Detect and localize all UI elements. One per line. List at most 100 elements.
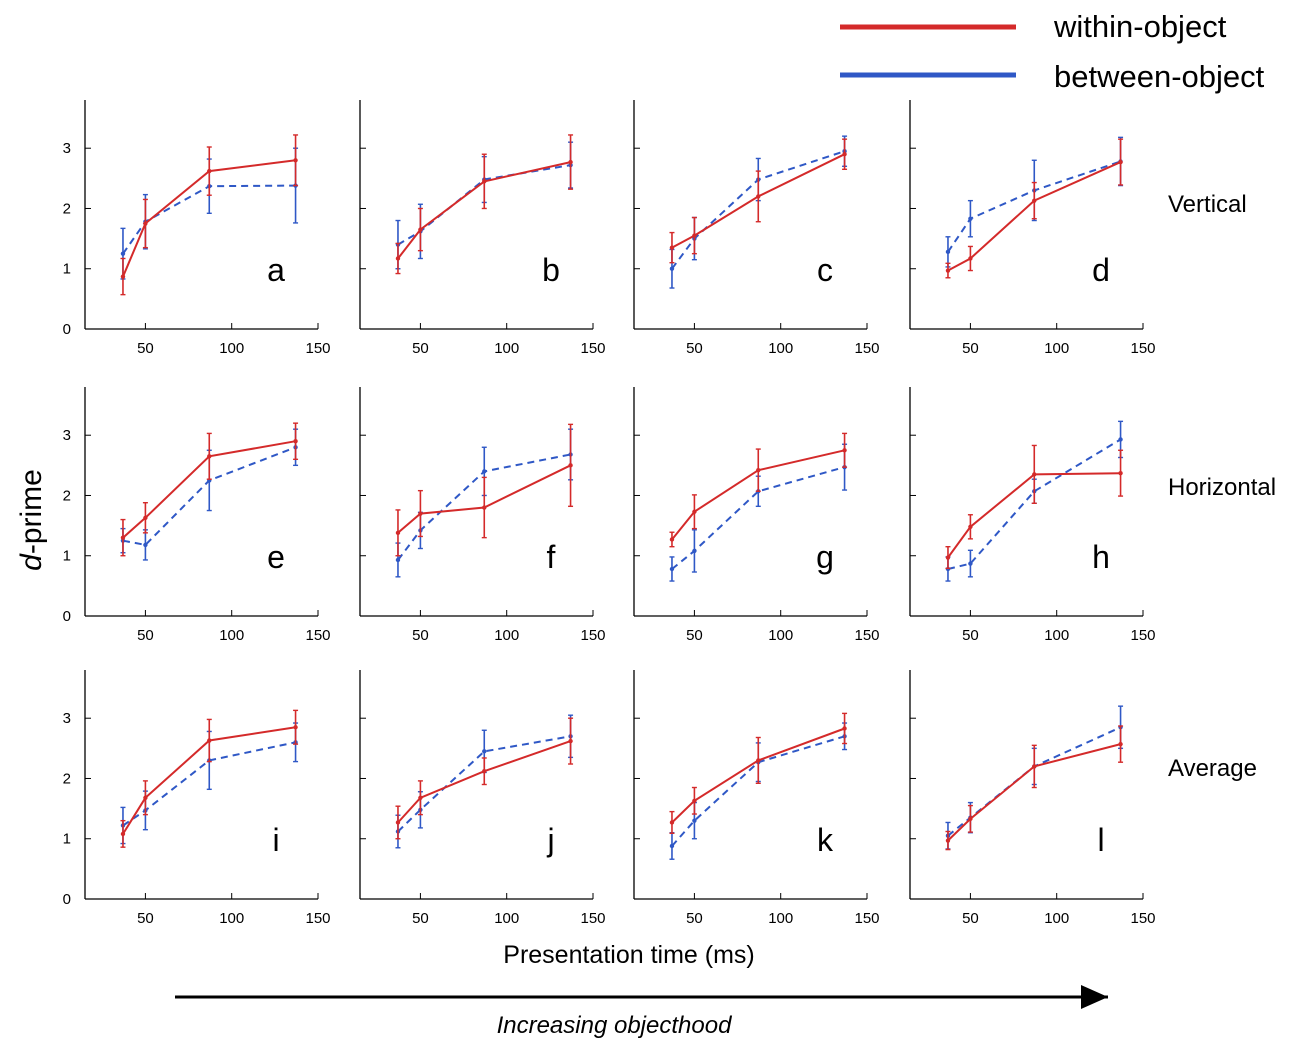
x-tick-label: 100 (219, 627, 244, 644)
y-tick-label: 0 (63, 608, 71, 625)
between-object-line (671, 150, 845, 270)
within-object-point (1032, 472, 1037, 477)
between-object-point (692, 818, 697, 823)
panel-k: 50 100 150 k (633, 670, 880, 927)
legend-between-label: between-object (1054, 59, 1265, 94)
within-object-point (1118, 741, 1123, 747)
y-tick-label: 1 (63, 548, 71, 565)
between-object-line (671, 735, 845, 847)
panel-h: 50 100 150 h (909, 387, 1156, 644)
panel-a: 0 1 2 3 50 100 150 a (63, 100, 331, 357)
x-tick-label: 100 (494, 340, 519, 357)
panel-i: 0 1 2 3 50 100 150 i (63, 670, 331, 927)
between-object-line (122, 184, 296, 255)
within-object-point (143, 515, 148, 520)
within-object-point (395, 530, 401, 536)
x-tick-label: 100 (1044, 627, 1069, 644)
within-object-point (568, 738, 573, 744)
y-axis-label-rest: -prime (15, 469, 48, 554)
within-object-point (756, 194, 761, 199)
within-object-point (207, 738, 212, 743)
y-tick-label: 3 (63, 427, 71, 444)
x-tick-label: 100 (219, 340, 244, 357)
within-object-line (947, 472, 1121, 559)
y-tick-label: 2 (63, 770, 71, 787)
within-object-point (482, 769, 487, 774)
within-object-point (482, 179, 487, 184)
row-label-vertical: Vertical (1168, 191, 1247, 218)
within-object-point (842, 448, 847, 453)
y-axis-label-italic: d (15, 553, 48, 571)
y-tick-label: 2 (63, 487, 71, 504)
panel-g: 50 100 150 g (633, 387, 880, 644)
x-tick-label: 150 (1130, 627, 1155, 644)
within-object-point (945, 838, 951, 843)
x-tick-label: 100 (494, 910, 519, 927)
within-object-point (968, 524, 973, 530)
within-object-point (418, 511, 423, 516)
within-object-point (120, 535, 126, 540)
within-object-point (669, 820, 675, 825)
within-object-point (669, 537, 675, 542)
panel-letter: f (547, 539, 556, 575)
y-tick-label: 3 (63, 140, 71, 157)
objecthood-caption: Increasing objecthood (497, 1012, 732, 1039)
x-tick-label: 50 (962, 627, 979, 644)
within-object-line (122, 726, 296, 835)
y-tick-label: 0 (63, 891, 71, 908)
row-label-horizontal: Horizontal (1168, 474, 1276, 501)
within-object-point (669, 245, 675, 250)
between-object-line (397, 453, 571, 561)
within-object-point (207, 168, 212, 174)
within-object-line (122, 159, 296, 277)
within-object-point (1032, 764, 1037, 769)
x-tick-label: 50 (137, 910, 154, 927)
within-object-line (671, 727, 845, 824)
within-object-line (671, 153, 846, 249)
within-object-point (692, 798, 697, 803)
within-object-point (293, 158, 298, 163)
within-object-point (842, 152, 847, 157)
within-object-point (842, 726, 847, 731)
within-object-point (568, 463, 573, 468)
x-tick-label: 150 (1130, 340, 1155, 357)
panel-letter: k (817, 822, 834, 858)
within-object-point (293, 439, 298, 444)
within-object-point (418, 227, 423, 232)
x-tick-label: 50 (412, 627, 429, 644)
legend: within-object between-object (840, 9, 1265, 94)
panel-e: 0 1 2 3 50 100 150 e (63, 387, 331, 644)
between-object-point (482, 469, 487, 474)
within-object-point (568, 159, 573, 165)
within-object-line (947, 161, 1122, 272)
between-object-point (1118, 437, 1123, 442)
panel-letter: c (817, 252, 833, 288)
between-object-point (692, 548, 697, 554)
within-object-point (143, 795, 148, 800)
between-object-point (968, 216, 973, 221)
within-object-point (120, 274, 126, 279)
x-tick-label: 50 (137, 627, 154, 644)
panel-b: 50 100 150 b (359, 100, 606, 357)
x-tick-label: 50 (686, 627, 703, 644)
within-object-point (293, 725, 298, 730)
within-object-point (1118, 470, 1123, 476)
between-object-line (397, 164, 571, 246)
between-object-line (671, 466, 845, 570)
y-tick-label: 1 (63, 831, 71, 848)
x-tick-label: 50 (962, 340, 979, 357)
panel-d: 50 100 150 d (909, 100, 1156, 357)
between-object-point (482, 749, 487, 754)
within-object-point (968, 256, 973, 261)
panel-j: 50 100 150 j (359, 670, 606, 927)
x-tick-label: 100 (219, 910, 244, 927)
x-tick-label: 50 (412, 340, 429, 357)
panel-letter: g (816, 539, 834, 575)
within-object-point (756, 758, 761, 763)
x-tick-label: 150 (854, 910, 879, 927)
between-object-point (945, 249, 951, 255)
within-object-point (395, 820, 401, 825)
within-object-line (947, 743, 1121, 842)
within-object-line (122, 440, 296, 539)
